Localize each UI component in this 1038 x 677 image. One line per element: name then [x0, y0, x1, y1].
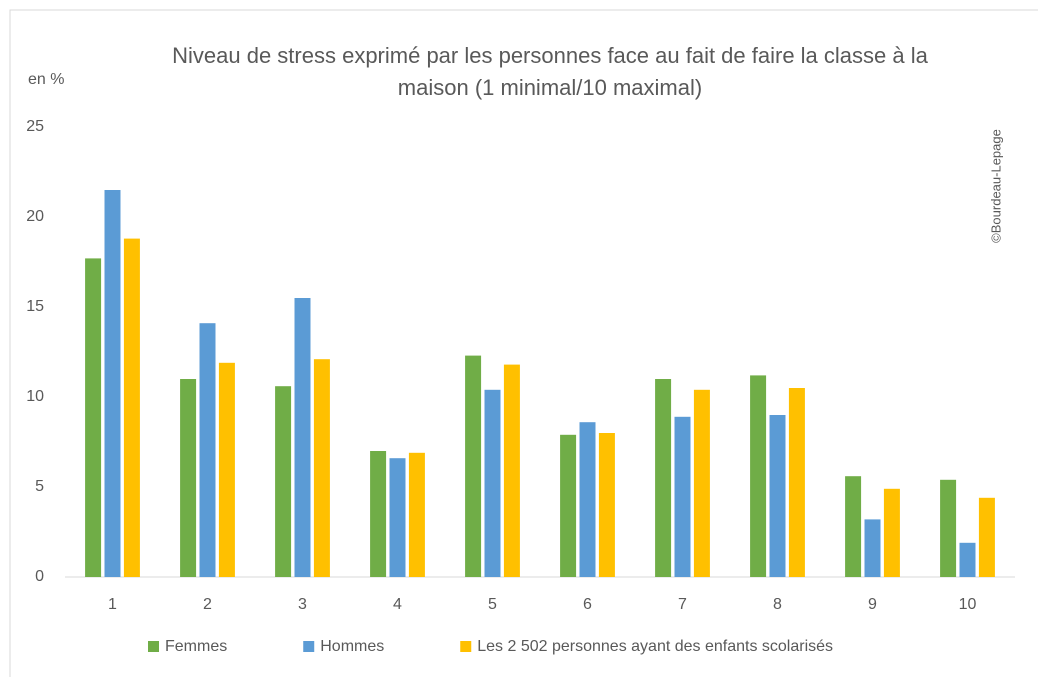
y-tick-label: 25 — [26, 118, 44, 135]
bar — [313, 359, 330, 577]
legend-marker — [148, 641, 159, 652]
x-tick-label: 10 — [959, 596, 977, 613]
y-axis-label: en % — [28, 71, 64, 88]
x-tick-label: 4 — [393, 596, 402, 613]
chart-title: Niveau de stress exprimé par les personn… — [172, 43, 928, 100]
bar — [199, 323, 216, 577]
bar — [370, 451, 387, 577]
bar — [275, 386, 292, 577]
bar — [484, 389, 501, 577]
legend-label: Femmes — [165, 638, 227, 655]
legend-marker — [303, 641, 315, 652]
bar — [864, 519, 881, 577]
bar — [978, 497, 995, 577]
x-tick-label: 7 — [678, 596, 687, 613]
legend-marker — [460, 641, 472, 652]
bar — [655, 379, 672, 577]
bar — [85, 258, 102, 577]
y-tick-label: 15 — [26, 298, 44, 315]
x-tick-label: 8 — [773, 596, 782, 613]
bar — [750, 375, 767, 577]
bar — [769, 415, 786, 577]
bar — [693, 389, 710, 577]
bar — [598, 433, 615, 577]
bar — [883, 488, 900, 577]
y-tick-label: 5 — [35, 478, 44, 495]
y-tick-label: 10 — [26, 388, 44, 405]
bar — [788, 388, 805, 577]
bar — [560, 434, 577, 577]
annotation: ©Bourdeau-Lepage — [988, 129, 1003, 243]
y-tick-label: 0 — [35, 568, 44, 585]
bar — [503, 364, 520, 577]
legend-label: Hommes — [320, 638, 384, 655]
x-tick-label: 9 — [868, 596, 877, 613]
y-tick-label: 20 — [26, 208, 44, 225]
x-tick-label: 5 — [488, 596, 497, 613]
legend-label: Les 2 502 personnes ayant des enfants sc… — [477, 638, 833, 655]
x-tick-label: 3 — [298, 596, 307, 613]
bar — [389, 458, 406, 577]
bar — [104, 190, 121, 577]
bar — [218, 362, 235, 577]
x-tick-label: 1 — [108, 596, 117, 613]
bar — [674, 416, 691, 577]
bar — [180, 379, 197, 577]
x-tick-label: 2 — [203, 596, 212, 613]
bar — [959, 542, 976, 577]
bar — [123, 238, 140, 577]
bar — [940, 479, 957, 577]
bar — [579, 422, 596, 577]
x-tick-label: 6 — [583, 596, 592, 613]
bar — [294, 298, 311, 577]
bar — [465, 355, 482, 577]
chart-border — [9, 9, 1038, 677]
bar — [408, 452, 425, 577]
bar — [845, 476, 862, 577]
